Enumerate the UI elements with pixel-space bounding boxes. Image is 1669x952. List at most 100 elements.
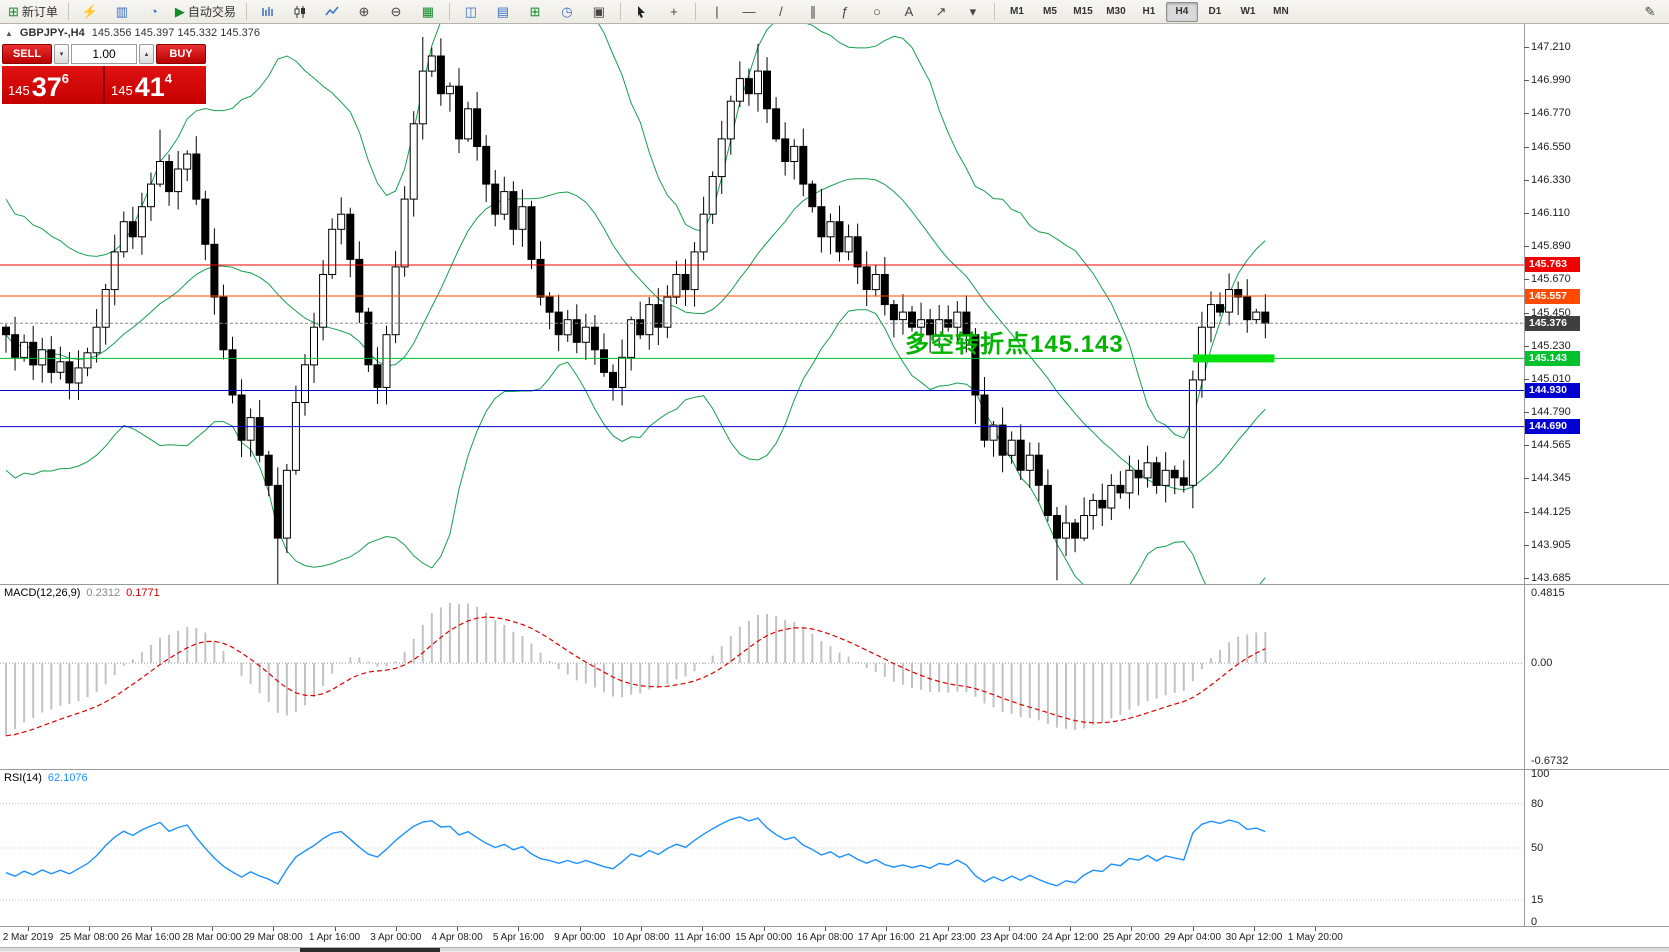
timeframe-w1[interactable]: W1 — [1240, 6, 1256, 17]
candlestick-button[interactable] — [285, 1, 315, 23]
price-axis-label: 146.770 — [1531, 107, 1571, 120]
timeframe-m5[interactable]: M5 — [1042, 6, 1057, 17]
arrows-tool-icon[interactable]: ↗ — [935, 4, 947, 19]
time-axis-tick — [150, 927, 152, 931]
macd-axis-label: -0.6732 — [1531, 755, 1569, 767]
time-axis-tick — [763, 927, 765, 931]
timeframe-mn[interactable]: MN — [1273, 6, 1289, 17]
timeframe-h4[interactable]: H4 — [1165, 1, 1198, 22]
pivot-annotation: 多空转折点145.143 — [905, 331, 1124, 358]
rsi-axis-border — [1524, 770, 1525, 926]
zoom-out-icon[interactable]: ⊖ — [390, 4, 402, 19]
macd-chart-surface[interactable] — [0, 585, 1524, 769]
text-tool-icon[interactable]: A — [904, 4, 914, 19]
volume-down-button[interactable]: ▾ — [54, 44, 69, 64]
toolbar-separator — [245, 3, 247, 20]
sell-button[interactable]: SELL — [2, 44, 52, 64]
buy-button[interactable]: BUY — [156, 44, 206, 64]
timeframe-m15[interactable]: M15 — [1073, 6, 1093, 17]
line-chart-button[interactable] — [317, 1, 347, 23]
add-indicator-icon[interactable]: ⊞ — [529, 4, 541, 19]
macd-panel: MACD(12,26,9) 0.2312 0.1771 0.4815 0.00 -0… — [0, 585, 1669, 770]
time-axis-tick — [1070, 927, 1072, 931]
toolbar-separator — [694, 3, 696, 20]
crosshair-icon[interactable]: + — [670, 4, 678, 19]
volume-input[interactable] — [71, 44, 137, 64]
collapse-panel-icon[interactable]: ▲ — [5, 28, 13, 38]
autotrading-button[interactable]: ▶ 自动交易 — [171, 1, 240, 23]
bar-chart-button[interactable] — [253, 1, 283, 23]
scrollbar-thumb[interactable] — [300, 948, 440, 952]
cursor-button[interactable] — [627, 1, 657, 23]
rsi-axis-label: 15 — [1531, 893, 1544, 906]
price-axis-label: 146.550 — [1531, 140, 1571, 153]
bid-price-display[interactable]: 145 37 6 — [2, 66, 105, 104]
time-axis-label: 10 Apr 08:00 — [612, 932, 670, 943]
price-tag-144.930: 144.930 — [1525, 382, 1580, 398]
zoom-in-icon[interactable]: ⊕ — [358, 4, 370, 19]
price-axis-tick — [1524, 345, 1529, 347]
price-axis-tick — [1524, 47, 1529, 48]
new-order-label: 新订单 — [21, 5, 58, 19]
rsi-panel: RSI(14) 62.1076 100 80 50 15 0 — [0, 768, 1669, 928]
quick-trade-icon[interactable]: ⚡ — [81, 4, 99, 19]
ask-pips: 41 — [134, 72, 165, 102]
macd-signal-value: 0.1771 — [126, 587, 160, 599]
period-clock-icon[interactable]: ◷ — [561, 4, 573, 19]
fibonacci-tool-icon[interactable]: ƒ — [841, 4, 849, 19]
time-axis-tick — [1192, 927, 1194, 931]
timeframe-group: M1 M5 M15 M30 H1 H4 D1 W1 MN — [1001, 1, 1297, 22]
autotrading-play-icon: ▶ — [174, 4, 185, 19]
time-axis-tick — [702, 927, 704, 931]
ohlc-values: 145.356 145.397 145.332 145.376 — [91, 27, 260, 39]
time-axis[interactable]: 2 Mar 2019 25 Mar 08:00 26 Mar 16:00 28 Mar… — [0, 927, 1669, 947]
timeframe-d1[interactable]: D1 — [1208, 6, 1222, 17]
tools-dropdown-icon[interactable]: ▾ — [969, 4, 977, 19]
timeframe-m1[interactable]: M1 — [1009, 6, 1024, 17]
tile-windows-icon[interactable]: ▦ — [421, 4, 435, 19]
chart-window-icon[interactable]: ▥ — [115, 4, 129, 19]
ask-price-display[interactable]: 145 41 4 — [105, 66, 206, 104]
time-axis-tick — [947, 927, 949, 931]
shapes-tool-icon[interactable]: ○ — [873, 4, 881, 19]
price-axis-label: 143.685 — [1531, 572, 1571, 584]
macd-name: MACD(12,26,9) — [4, 587, 81, 599]
one-click-trading-widget: SELL ▾ ▴ BUY 145 37 6 145 41 4 — [2, 44, 206, 104]
template-panel-icon[interactable]: ▣ — [592, 4, 606, 19]
symbol-ohlc-label: ▲ GBPJPY-,H4 145.356 145.397 145.332 145… — [5, 27, 260, 39]
trendline-tool-icon[interactable]: / — [779, 4, 783, 19]
horizontal-line-tool-icon[interactable]: — — [742, 4, 756, 19]
time-axis-label: 28 Mar 00:00 — [182, 932, 242, 943]
price-axis-label: 146.330 — [1531, 173, 1571, 186]
vertical-line-tool-icon[interactable]: | — [715, 4, 719, 19]
rsi-chart-surface[interactable] — [0, 770, 1524, 926]
price-axis-label: 146.990 — [1531, 74, 1571, 87]
new-order-button[interactable]: ⊞ 新订单 — [4, 1, 62, 23]
price-tag-144.690: 144.690 — [1525, 419, 1580, 435]
new-order-icon: ⊞ — [8, 4, 19, 19]
price-axis-label: 144.125 — [1531, 505, 1571, 518]
time-axis-label: 17 Apr 16:00 — [857, 932, 915, 943]
time-axis-tick — [273, 927, 275, 931]
market-watch-icon[interactable]: ◔ — [149, 4, 158, 19]
time-axis-label: 24 Apr 12:00 — [1041, 932, 1099, 943]
rsi-axis-label: 80 — [1531, 797, 1544, 810]
toolbar-separator — [448, 3, 450, 20]
line-chart-icon — [325, 6, 339, 15]
timeframe-h1[interactable]: H1 — [1142, 6, 1156, 17]
time-axis-tick — [334, 927, 336, 931]
channel-tool-icon[interactable]: ∥ — [809, 4, 817, 19]
price-chart-surface[interactable] — [0, 24, 1524, 584]
price-axis-tick — [1524, 312, 1529, 314]
cascade-windows-icon[interactable]: ◫ — [464, 4, 478, 19]
volume-up-button[interactable]: ▴ — [139, 44, 154, 64]
rsi-name: RSI(14) — [4, 772, 42, 784]
price-axis-label: 145.670 — [1531, 273, 1571, 286]
pencil-icon[interactable]: ✎ — [1644, 4, 1656, 19]
timeframe-m30[interactable]: M30 — [1106, 6, 1126, 17]
time-axis-tick — [641, 927, 642, 931]
price-axis-tick — [1524, 378, 1529, 380]
window-list-icon[interactable]: ▤ — [496, 4, 510, 19]
time-axis-tick — [518, 927, 520, 931]
bid-subpip: 6 — [61, 71, 69, 86]
